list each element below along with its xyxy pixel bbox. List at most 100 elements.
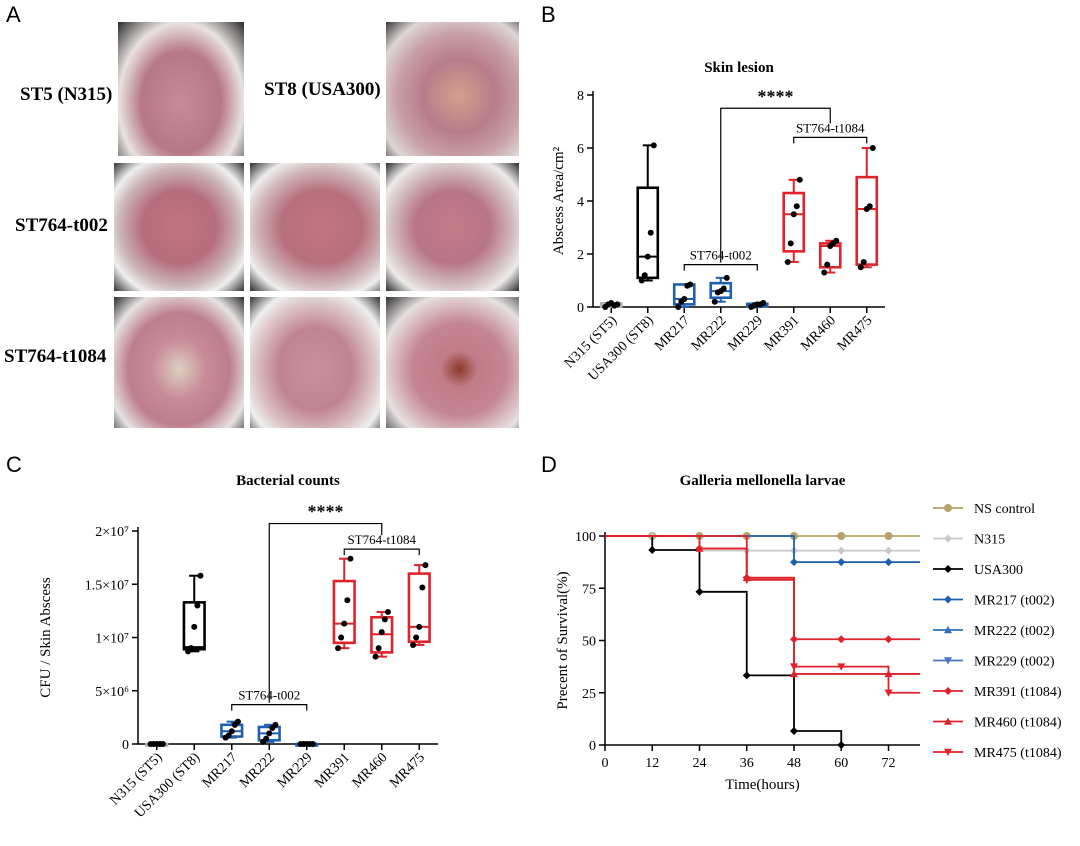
point-marker [944,717,952,725]
point-marker [837,663,846,671]
point-marker [742,671,751,680]
group-bracket [343,548,420,556]
data-point [644,253,651,260]
y-tick-label: 1.5×10⁷ [85,578,129,593]
box [672,283,696,306]
photo-t002-3 [386,163,519,291]
group-bracket [231,703,308,711]
point-marker [944,626,952,634]
y-tick-label: 1×10⁷ [95,632,129,647]
panel-b-letter: B [541,2,556,27]
point-marker [742,576,751,584]
bacterial-counts-chart: Bacterial counts 0 5×10⁶ 1×10⁷ 1.5×10⁷ 2×10⁷ C… [38,473,438,821]
data-point [335,645,342,652]
data-point [347,555,354,562]
data-point [381,616,388,623]
box [182,601,206,651]
point-marker [944,657,952,665]
data-point [711,298,718,305]
data-point [191,623,198,630]
data-point [197,572,204,579]
box [332,579,356,645]
data-point [225,732,232,739]
point-marker [944,504,952,512]
data-point [866,203,873,210]
data-point [384,608,391,615]
legend-label: USA300 [974,563,1023,578]
group-bracket-label: ST764-t1084 [347,532,416,547]
x-tick-label: MR391 [312,750,353,791]
y-tick-label: 100 [575,530,596,545]
x-tick-label: MR217 [652,313,693,354]
group-bracket-label: ST764-t1084 [796,120,865,135]
data-point [687,281,694,288]
point-marker [837,558,846,567]
x-tick-label: MR229 [725,313,766,354]
point-marker [884,689,893,697]
x-tick-label: USA300 (ST8) [132,750,203,821]
x-tick-label: 72 [882,756,896,771]
point-marker [884,532,893,540]
data-point [681,296,688,303]
data-point [760,300,767,307]
data-point [784,258,791,265]
x-tick-label: MR229 [275,750,316,791]
label-st764-t002: ST764-t002 [15,215,108,236]
box [855,175,879,266]
data-point [675,304,682,310]
group-bracket [793,136,868,144]
legend-label: N315 [974,533,1005,548]
x-tick-label: MR391 [762,313,803,354]
x-tick-label: 0 [602,756,609,771]
box [782,191,806,253]
data-point [344,597,351,604]
y-tick-label: 25 [582,687,596,702]
survival-line [605,535,843,745]
x-tick-label: MR475 [835,313,876,354]
data-point [416,623,423,630]
data-point [188,645,195,652]
legend-label: MR222 (t002) [974,624,1055,639]
data-point [159,741,166,747]
point-marker [695,544,704,552]
point-marker [837,635,846,644]
photo-t1084-2 [250,297,380,428]
y-tick-label: 75 [582,582,596,597]
label-st764-t1084: ST764-t1084 [4,346,107,367]
data-point [860,258,867,265]
photo-t1084-3 [386,297,519,428]
x-axis-label: Time(hours) [725,777,799,793]
x-tick-label: MR475 [387,750,428,791]
data-point [833,237,840,244]
data-point [824,261,831,268]
data-point [790,211,797,218]
data-point [410,641,417,648]
panel-c-letter: C [6,452,22,477]
point-marker [837,741,846,749]
data-point [375,645,382,652]
point-marker [790,663,798,671]
panel-a-letter: A [6,2,21,27]
data-point [857,264,864,271]
panel-d-letter: D [541,452,557,477]
data-point [793,203,800,210]
data-point [272,721,279,728]
group-bracket [683,264,758,271]
legend-label: MR460 (t1084) [974,716,1062,731]
data-point [309,741,316,747]
data-point [720,285,727,292]
y-axis-label: Abscess Area/cm² [551,146,567,255]
y-tick-label: 2 [577,248,584,263]
box [636,186,660,280]
x-tick-label: MR460 [798,313,839,354]
photo-t1084-1 [114,297,244,428]
point-marker [944,534,952,543]
point-marker [944,687,952,695]
y-tick-label: 0 [577,301,584,316]
photo-st8 [386,22,519,156]
legend-label: MR229 (t002) [974,655,1055,670]
x-tick-label: 60 [834,756,848,771]
point-marker [884,546,893,555]
data-point [723,274,730,281]
